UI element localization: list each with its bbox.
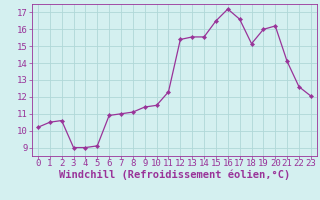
X-axis label: Windchill (Refroidissement éolien,°C): Windchill (Refroidissement éolien,°C) (59, 169, 290, 180)
